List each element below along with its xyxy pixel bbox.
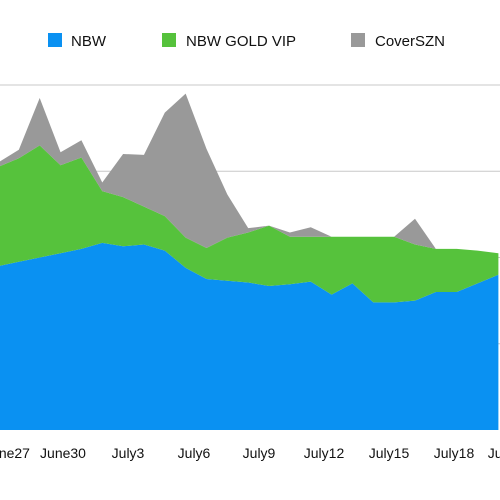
x-tick-label: July18 <box>434 445 475 461</box>
x-axis-tick-labels: June27 June30 July3 July6 July9 July12 July15 J… <box>0 445 500 461</box>
x-tick-label: July3 <box>112 445 145 461</box>
legend-swatch-coverszn <box>351 33 365 47</box>
x-tick-label: July6 <box>178 445 211 461</box>
x-tick-label: June30 <box>40 445 86 461</box>
series-areas <box>0 93 499 430</box>
legend-label-nbw: NBW <box>71 33 107 50</box>
x-tick-label: July12 <box>304 445 345 461</box>
x-tick-label: July9 <box>243 445 276 461</box>
x-tick-label: June27 <box>0 445 30 461</box>
legend: NBW NBW GOLD VIP CoverSZN <box>48 33 445 50</box>
x-tick-label: July21 <box>488 445 500 461</box>
legend-swatch-nbw <box>48 33 62 47</box>
legend-label-nbw-gold-vip: NBW GOLD VIP <box>186 33 296 50</box>
legend-swatch-nbw-gold-vip <box>162 33 176 47</box>
series-area-nbw <box>0 242 499 430</box>
series-area-nbw-gold-vip <box>0 145 499 303</box>
x-tick-label: July15 <box>369 445 410 461</box>
legend-label-coverszn: CoverSZN <box>375 33 445 50</box>
